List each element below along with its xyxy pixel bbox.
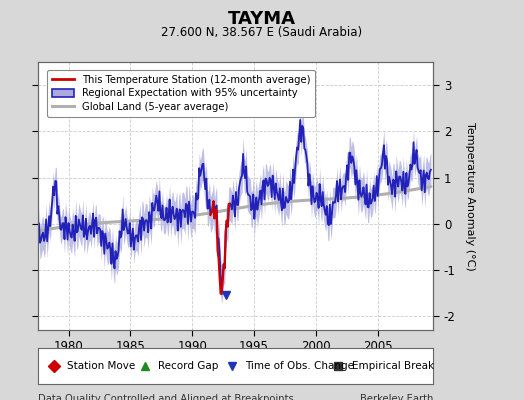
Text: Empirical Break: Empirical Break [352,361,434,371]
Text: Time of Obs. Change: Time of Obs. Change [245,361,354,371]
Y-axis label: Temperature Anomaly (°C): Temperature Anomaly (°C) [465,122,475,270]
Text: Data Quality Controlled and Aligned at Breakpoints: Data Quality Controlled and Aligned at B… [38,394,293,400]
Text: 27.600 N, 38.567 E (Saudi Arabia): 27.600 N, 38.567 E (Saudi Arabia) [161,26,363,39]
Text: Station Move: Station Move [68,361,136,371]
Text: TAYMA: TAYMA [228,10,296,28]
Text: Berkeley Earth: Berkeley Earth [360,394,433,400]
Legend: This Temperature Station (12-month average), Regional Expectation with 95% uncer: This Temperature Station (12-month avera… [47,70,315,117]
Text: Record Gap: Record Gap [158,361,219,371]
